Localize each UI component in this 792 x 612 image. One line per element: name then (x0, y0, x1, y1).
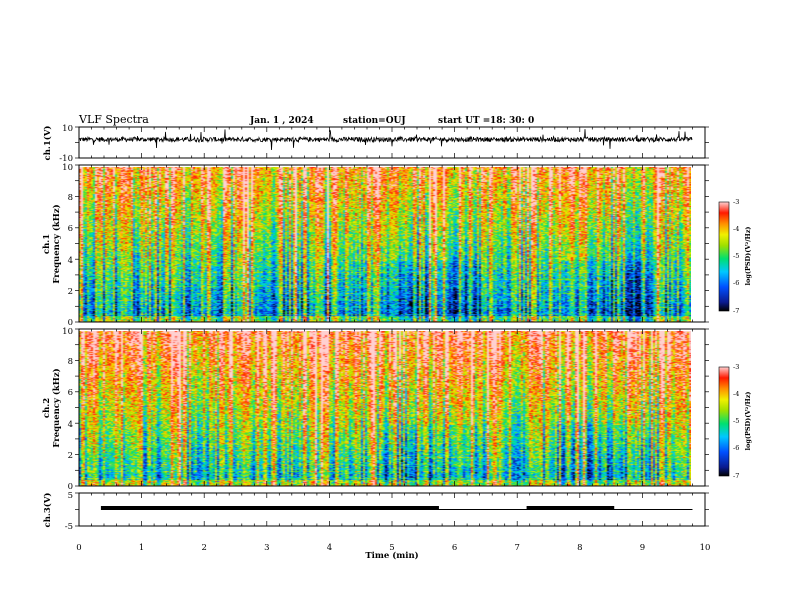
ch1-waveform-ylabel: ch.1(V) (42, 126, 53, 161)
ch2-spectrogram-ylabel-frequency: Frequency (kHz) (51, 368, 62, 447)
ch1-ytick-bottom: -10 (59, 154, 73, 164)
ch1-freq-tick-0: 0 (68, 318, 73, 328)
x-tick-label: 2 (201, 543, 206, 553)
ch2-freq-tick-2: 2 (68, 451, 73, 461)
start-ut-value: 18: 30: 0 (490, 116, 534, 126)
ch3-panel: 5 -5 ch.3(V) (42, 491, 709, 532)
ch2-spectrogram-panel: 0 2 4 6 8 10 ch.2 Frequency (kHz) (42, 327, 709, 492)
ch1-freq-tick-10: 10 (62, 163, 73, 173)
ch1-waveform-ticks (75, 126, 709, 159)
ch1-colorbar-gradient (718, 201, 730, 312)
ch1-colorbar-tick-m5: -5 (733, 252, 739, 260)
ch1-colorbar-tick-m6: -6 (733, 279, 739, 287)
ch2-colorbar-tick-m7: -7 (733, 472, 739, 480)
ch2-freq-tick-10: 10 (62, 327, 73, 337)
start-ut-label: start UT = (438, 116, 490, 126)
ch2-spectrogram-image (79, 331, 691, 486)
station-text: station=OUJ (343, 116, 406, 126)
x-tick-label: 0 (76, 543, 81, 553)
ch2-spectrogram-ylabel-channel: ch.2 (42, 398, 52, 418)
ch3-ticks (75, 492, 709, 527)
ch2-freq-tick-0: 0 (68, 482, 73, 492)
x-tick-label: 6 (452, 543, 457, 553)
ch1-spectrogram-ticks (75, 164, 709, 323)
ch3-ylabel: ch.3(V) (42, 493, 53, 528)
ch2-colorbar-gradient (718, 366, 730, 477)
x-tick-label: 4 (327, 543, 332, 553)
x-tick-label: 5 (389, 543, 394, 553)
ch1-colorbar-tick-m7: -7 (733, 307, 739, 315)
ch1-colorbar-tick-m3: -3 (733, 198, 739, 206)
ch2-colorbar-label: log(PSD)(V²/Hz) (744, 392, 752, 451)
ch2-colorbar-tick-m3: -3 (733, 363, 739, 371)
x-tick-label: 9 (640, 543, 645, 553)
x-tick-label: 8 (577, 543, 582, 553)
ch2-colorbar: -3 -4 -5 -6 -7 log(PSD)(V²/Hz) (718, 363, 752, 480)
ch1-spectrogram-ylabel-channel: ch.1 (42, 234, 52, 254)
ch1-freq-tick-2: 2 (68, 287, 73, 297)
ch2-spectrogram-ticks (75, 328, 709, 487)
date-text: Jan. 1 , 2024 (249, 116, 314, 126)
ch1-freq-tick-6: 6 (68, 224, 73, 234)
ch1-colorbar-tick-m4: -4 (733, 225, 739, 233)
ch3-ytick-top: 5 (68, 491, 73, 501)
x-tick-label: 1 (139, 543, 144, 553)
ch1-spectrogram-ylabel-frequency: Frequency (kHz) (51, 204, 62, 283)
ch1-freq-tick-4: 4 (68, 256, 73, 266)
ch1-waveform-line (78, 129, 693, 151)
ch1-waveform-panel: 10 -10 ch.1(V) (42, 124, 709, 164)
ch1-spectrogram-image (79, 167, 691, 322)
x-axis-tick-labels: 0 1 2 3 4 5 6 7 8 9 10 (76, 543, 710, 553)
ch2-freq-tick-4: 4 (68, 420, 73, 430)
ch2-colorbar-tick-m5: -5 (733, 417, 739, 425)
ch1-colorbar: -3 -4 -5 -6 -7 log(PSD)(V²/Hz) (718, 198, 752, 315)
ch2-freq-tick-6: 6 (68, 388, 73, 398)
x-axis-label: Time (min) (365, 550, 418, 561)
ch1-colorbar-label: log(PSD)(V²/Hz) (744, 227, 752, 286)
x-tick-label: 10 (700, 543, 711, 553)
ch2-colorbar-tick-m6: -6 (733, 444, 739, 452)
x-tick-label: 7 (514, 543, 519, 553)
ch1-spectrogram-panel: 0 2 4 6 8 10 ch.1 Frequency (kHz) (42, 163, 709, 328)
ch2-freq-tick-8: 8 (68, 357, 73, 367)
ch1-ytick-top: 10 (62, 124, 73, 134)
x-tick-label: 3 (264, 543, 269, 553)
ch2-colorbar-tick-m4: -4 (733, 390, 739, 398)
ch3-ytick-bottom: -5 (65, 522, 73, 532)
ch1-freq-tick-8: 8 (68, 193, 73, 203)
chart-title: VLF Spectra (78, 113, 149, 126)
